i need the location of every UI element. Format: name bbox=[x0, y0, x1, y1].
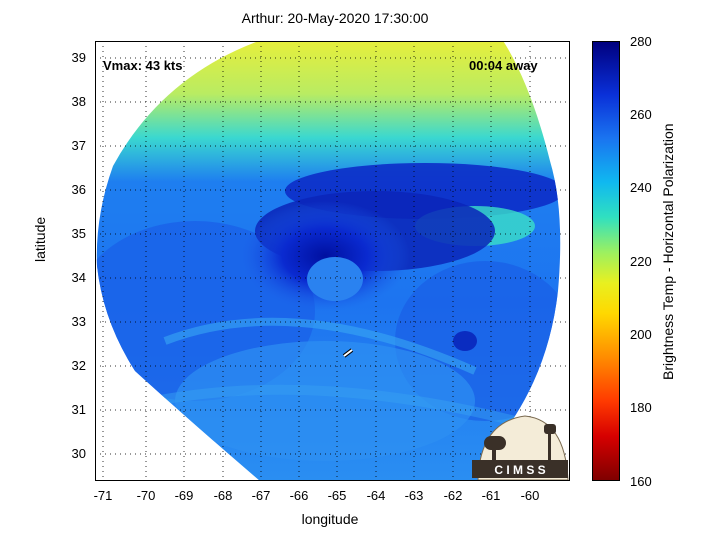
y-tick-label: 34 bbox=[71, 270, 86, 285]
y-tick-label: 35 bbox=[71, 226, 86, 241]
colorbar-label: Brightness Temp - Horizontal Polarizatio… bbox=[660, 123, 676, 380]
logo-text: C I M S S bbox=[494, 463, 545, 477]
x-tick-label: -61 bbox=[481, 488, 501, 503]
microwave-swath-image bbox=[95, 41, 570, 481]
x-tick-label: -69 bbox=[174, 488, 194, 503]
y-tick-label: 32 bbox=[71, 358, 86, 373]
x-tick-label: -66 bbox=[289, 488, 309, 503]
colorbar-tick-label: 180 bbox=[630, 400, 652, 415]
colorbar-tick-label: 240 bbox=[630, 180, 652, 195]
colorbar-tick-label: 280 bbox=[630, 34, 652, 49]
x-tick-label: -62 bbox=[443, 488, 463, 503]
y-tick-label: 39 bbox=[71, 50, 86, 65]
vmax-label: Vmax: 43 kts bbox=[103, 58, 183, 73]
x-tick-label: -64 bbox=[366, 488, 386, 503]
x-tick-label: -60 bbox=[520, 488, 540, 503]
x-tick-label: -68 bbox=[213, 488, 233, 503]
colorbar bbox=[592, 41, 620, 481]
y-tick-label: 36 bbox=[71, 182, 86, 197]
y-tick-label: 31 bbox=[71, 402, 86, 417]
map-plot-area bbox=[95, 41, 570, 481]
x-tick-label: -67 bbox=[251, 488, 271, 503]
colorbar-tick-label: 220 bbox=[630, 254, 652, 269]
x-tick-label: -70 bbox=[136, 488, 156, 503]
colorbar-tick-label: 200 bbox=[630, 327, 652, 342]
y-tick-label: 30 bbox=[71, 446, 86, 461]
storm-center-marker bbox=[342, 348, 354, 358]
y-axis-label: latitude bbox=[32, 216, 48, 262]
cimss-logo: C I M S S bbox=[470, 412, 570, 481]
colorbar-tick-label: 260 bbox=[630, 107, 652, 122]
y-tick-label: 37 bbox=[71, 138, 86, 153]
colorbar-tick-label: 160 bbox=[630, 474, 652, 489]
x-axis-label: longitude bbox=[301, 511, 359, 527]
x-tick-label: -65 bbox=[327, 488, 347, 503]
x-tick-label: -71 bbox=[93, 488, 113, 503]
y-tick-label: 33 bbox=[71, 314, 86, 329]
plot-title: Arthur: 20-May-2020 17:30:00 bbox=[241, 10, 429, 26]
x-tick-label: -63 bbox=[404, 488, 424, 503]
time-away-label: 00:04 away bbox=[469, 58, 538, 73]
y-tick-label: 38 bbox=[71, 94, 86, 109]
